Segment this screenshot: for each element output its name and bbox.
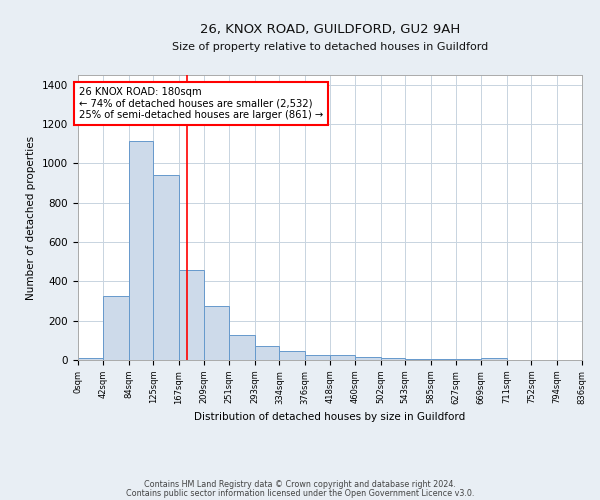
Bar [229, 336, 254, 360]
Text: Contains public sector information licensed under the Open Government Licence v3: Contains public sector information licen… [126, 490, 474, 498]
Bar [330, 355, 355, 360]
Bar [128, 141, 154, 360]
Text: 26 KNOX ROAD: 180sqm
← 74% of detached houses are smaller (2,532)
25% of semi-de: 26 KNOX ROAD: 180sqm ← 74% of detached h… [79, 87, 323, 120]
Bar [305, 355, 330, 360]
Bar [179, 270, 204, 360]
Bar [380, 358, 406, 360]
Text: Size of property relative to detached houses in Guildford: Size of property relative to detached ho… [172, 42, 488, 52]
Bar [431, 359, 456, 360]
Bar [406, 359, 431, 360]
Text: 26, KNOX ROAD, GUILDFORD, GU2 9AH: 26, KNOX ROAD, GUILDFORD, GU2 9AH [200, 22, 460, 36]
Bar [481, 358, 506, 360]
Bar [280, 351, 305, 360]
Bar [355, 357, 380, 360]
X-axis label: Distribution of detached houses by size in Guildford: Distribution of detached houses by size … [194, 412, 466, 422]
Bar [456, 359, 481, 360]
Bar [254, 346, 280, 360]
Bar [204, 306, 229, 360]
Bar [154, 175, 179, 360]
Text: Contains HM Land Registry data © Crown copyright and database right 2024.: Contains HM Land Registry data © Crown c… [144, 480, 456, 489]
Bar [78, 358, 103, 360]
Y-axis label: Number of detached properties: Number of detached properties [26, 136, 37, 300]
Bar [103, 296, 128, 360]
